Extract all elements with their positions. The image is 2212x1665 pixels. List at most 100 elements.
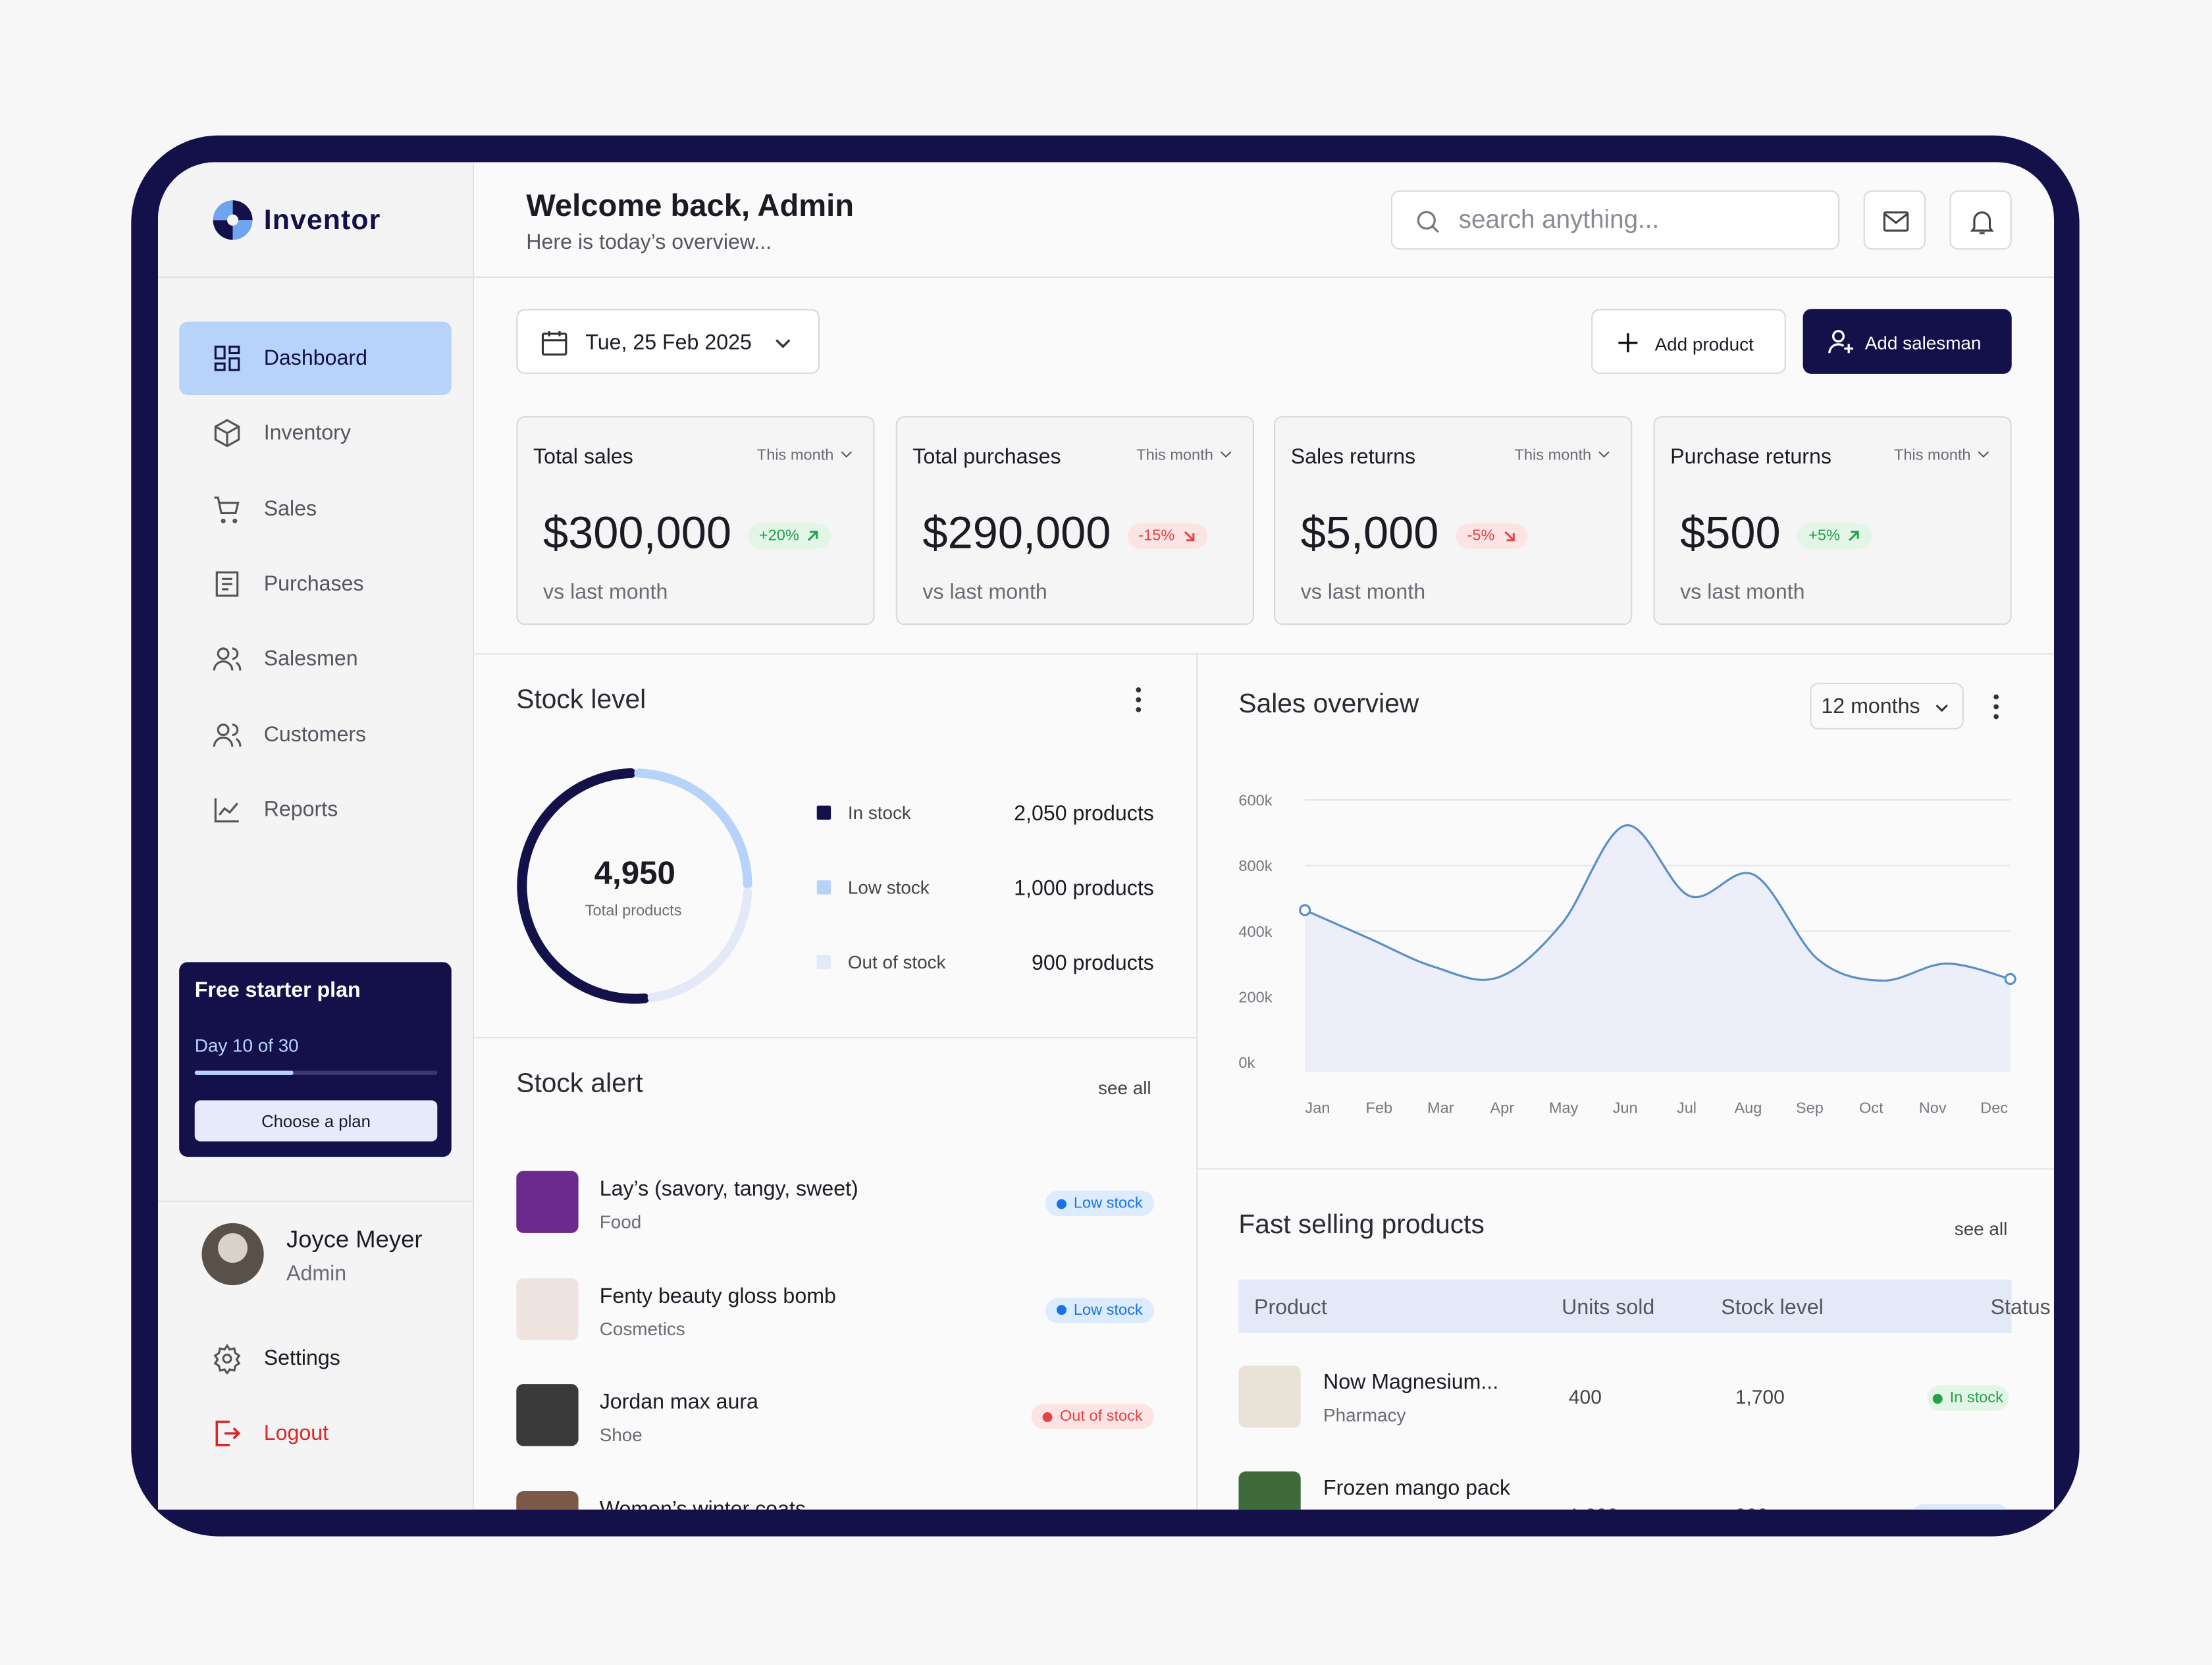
nav-item[interactable]: Salesmen xyxy=(263,647,358,672)
legend-label: Out of stock xyxy=(847,951,946,973)
column-header: Status xyxy=(1990,1296,2051,1320)
kpi-period[interactable]: This month xyxy=(756,447,834,464)
x-tick-label: Apr xyxy=(1490,1099,1514,1117)
settings-link[interactable]: Settings xyxy=(263,1346,340,1371)
product-name: Frozen mango pack xyxy=(1323,1476,1511,1500)
stock-total-label: Total products xyxy=(585,903,682,920)
units-sold: 400 xyxy=(1568,1385,1602,1408)
status-badge: Low stock xyxy=(1045,1190,1154,1217)
kpi-note: vs last month xyxy=(543,580,668,605)
sales-overview-title: Sales overview xyxy=(1238,689,1419,720)
nav-item[interactable]: Sales xyxy=(263,496,317,521)
divider xyxy=(158,277,473,278)
icon xyxy=(1978,451,1989,458)
column-header: Stock level xyxy=(1721,1296,1824,1320)
x-tick-label: Nov xyxy=(1919,1099,1947,1117)
line xyxy=(1304,824,2011,982)
menu-icon[interactable] xyxy=(1989,693,2003,721)
user-role: Admin xyxy=(286,1261,347,1286)
donut-segment xyxy=(517,768,650,1004)
legend-count: 900 products xyxy=(1031,951,1154,976)
trend-arrow xyxy=(1504,531,1514,542)
kpi-period[interactable]: This month xyxy=(1136,447,1213,464)
icon xyxy=(214,419,240,448)
status-label: Out of stock xyxy=(1059,1408,1143,1425)
screen: Inventor Free starter plan Day 10 of 30 … xyxy=(158,162,2054,1510)
kpi-note: vs last month xyxy=(1680,580,1805,605)
icon xyxy=(214,496,240,523)
status-badge: Out of stock xyxy=(1032,1404,1154,1429)
nav-item[interactable]: Inventory xyxy=(263,421,351,446)
divider xyxy=(1196,1168,2054,1170)
y-tick-label: 0k xyxy=(1238,1054,1255,1071)
product-category: Shoe xyxy=(599,1424,643,1446)
icon xyxy=(1598,451,1610,458)
add-salesman-button[interactable]: Add salesman xyxy=(1803,309,2012,374)
see-all-link[interactable]: see all xyxy=(1954,1218,2008,1240)
logout-link[interactable]: Logout xyxy=(263,1421,329,1446)
stock-level: 1,700 xyxy=(1735,1385,1785,1408)
status-label: Low stock xyxy=(1073,1195,1143,1212)
date-picker[interactable]: Tue, 25 Feb 2025 xyxy=(516,309,820,374)
kpi-change: -15% xyxy=(1127,523,1207,549)
nav-item[interactable]: Dashboard xyxy=(263,346,367,371)
kpi-period[interactable]: This month xyxy=(1514,447,1592,464)
kpi-period[interactable]: This month xyxy=(1893,447,1971,464)
product-thumbnail xyxy=(516,1490,579,1510)
trend-arrow xyxy=(1849,531,1860,541)
kpi-card: Purchase returns This month $500 +5% vs last… xyxy=(1653,416,2012,625)
product-name: Lay’s (savory, tangy, sweet) xyxy=(599,1177,858,1202)
kpi-change: +5% xyxy=(1797,523,1873,549)
stock-level: 900 xyxy=(1735,1504,1768,1510)
icon xyxy=(213,647,242,671)
change-label: -15% xyxy=(1138,527,1175,545)
mail-button[interactable] xyxy=(1863,190,1926,250)
page-subtitle: Here is today’s overview... xyxy=(526,230,772,255)
legend-count: 2,050 products xyxy=(1014,802,1154,826)
add-product-button[interactable]: Add product xyxy=(1591,309,1786,374)
y-tick-label: 600k xyxy=(1238,792,1272,809)
choose-plan-button[interactable]: Choose a plan xyxy=(194,1100,438,1142)
x-tick-label: Oct xyxy=(1859,1099,1883,1117)
nav-item[interactable]: Purchases xyxy=(263,571,364,596)
status-label: Low stock xyxy=(1934,1508,2003,1510)
product-name: Now Magnesium... xyxy=(1323,1370,1499,1395)
page-title: Welcome back, Admin xyxy=(526,188,855,223)
product-thumbnail xyxy=(516,1277,579,1340)
kpi-value: $290,000 xyxy=(922,507,1111,558)
product-thumbnail xyxy=(516,1384,579,1446)
sales-line-chart: 600k 800k 400k 200k 0k Jan Feb Mar Apr May Jun Jul A… xyxy=(1238,792,2016,1117)
kpi-card: Total sales This month $300,000 +20% vs last… xyxy=(516,416,875,625)
avatar xyxy=(201,1223,264,1286)
sidebar: Inventor Free starter plan Day 10 of 30 … xyxy=(158,162,474,1510)
y-tick-label: 800k xyxy=(1238,857,1272,874)
legend-swatch xyxy=(816,955,831,970)
y-tick-label: 200k xyxy=(1238,989,1272,1006)
status-label: In stock xyxy=(1949,1389,2003,1407)
menu-icon[interactable] xyxy=(1132,685,1146,714)
see-all-link[interactable]: see all xyxy=(1098,1077,1151,1099)
search-box[interactable]: search anything... xyxy=(1390,190,1840,250)
legend-count: 1,000 products xyxy=(1014,876,1154,901)
x-tick-label: Jan xyxy=(1305,1099,1330,1117)
stock-alert-title: Stock alert xyxy=(516,1069,643,1099)
period-select[interactable]: 12 months xyxy=(1810,683,1964,729)
plan-card: Free starter plan Day 10 of 30 Choose a … xyxy=(179,962,452,1157)
table-header xyxy=(1238,1279,2012,1333)
x-tick-label: Jul xyxy=(1677,1099,1697,1117)
nav-item[interactable]: Customers xyxy=(263,722,367,747)
donut-chart xyxy=(517,768,752,1004)
kpi-value: $500 xyxy=(1680,507,1781,558)
legend-label: In stock xyxy=(847,802,911,824)
divider xyxy=(158,1200,473,1202)
product-name: Fenty beauty gloss bomb xyxy=(599,1283,836,1308)
icon xyxy=(215,571,239,597)
kpi-label: Total sales xyxy=(533,445,633,469)
y-tick-label: 400k xyxy=(1238,923,1272,940)
notification-button[interactable] xyxy=(1949,190,2012,250)
nav-item[interactable]: Reports xyxy=(263,797,338,822)
icon xyxy=(841,451,852,458)
settings-icon xyxy=(213,1344,241,1375)
legend-swatch xyxy=(816,805,831,820)
